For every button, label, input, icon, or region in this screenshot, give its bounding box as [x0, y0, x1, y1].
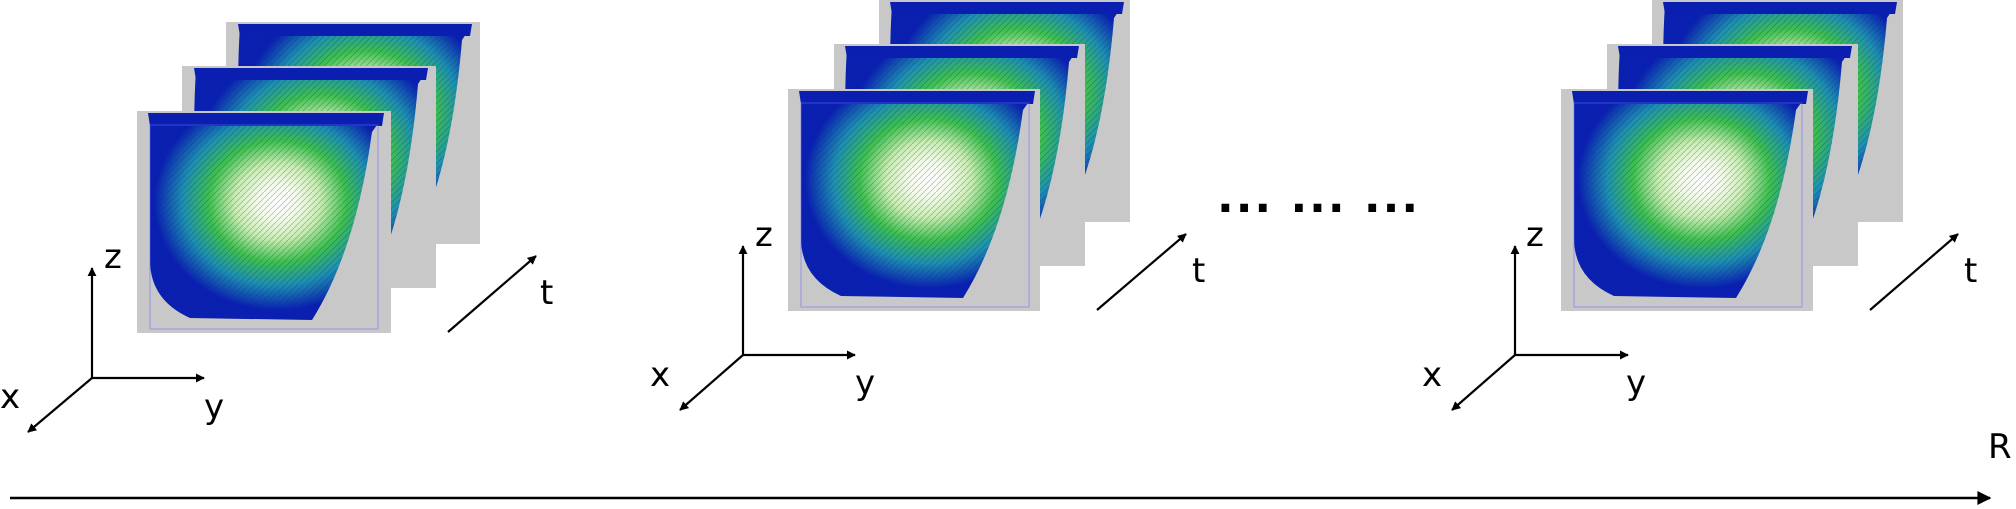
slice-stack-2: [788, 0, 1130, 311]
y-axis-label: y: [855, 363, 875, 403]
slice-frame-front: [137, 111, 391, 333]
z-axis-label: z: [1526, 215, 1544, 255]
ellipsis-text: ... ... ...: [1217, 172, 1420, 223]
x-axis-label: x: [650, 355, 670, 395]
time-arrow-1: t: [447, 255, 553, 333]
time-arrow-2: t: [1096, 233, 1205, 311]
axes-3: z y x: [1422, 215, 1646, 411]
x-axis-label: x: [0, 377, 20, 417]
time-label: t: [1964, 251, 1977, 291]
slice-stack-1: [137, 22, 480, 333]
y-axis-label: y: [1626, 363, 1646, 403]
z-axis-label: z: [755, 215, 773, 255]
slice-stack-3: [1561, 0, 1903, 311]
time-label: t: [1192, 251, 1205, 291]
axes-1: z y x: [0, 237, 224, 433]
x-axis-label: x: [1422, 355, 1442, 395]
time-label: t: [540, 273, 553, 313]
axes-2: z y x: [650, 215, 875, 411]
z-axis-label: z: [104, 237, 122, 277]
time-arrow-3: t: [1869, 233, 1977, 311]
slice-frame-front: [788, 89, 1040, 311]
slice-frame-front: [1561, 89, 1813, 311]
r-axis-label: R: [1988, 427, 2012, 467]
r-axis: R: [10, 427, 2012, 505]
y-axis-label: y: [204, 387, 224, 427]
